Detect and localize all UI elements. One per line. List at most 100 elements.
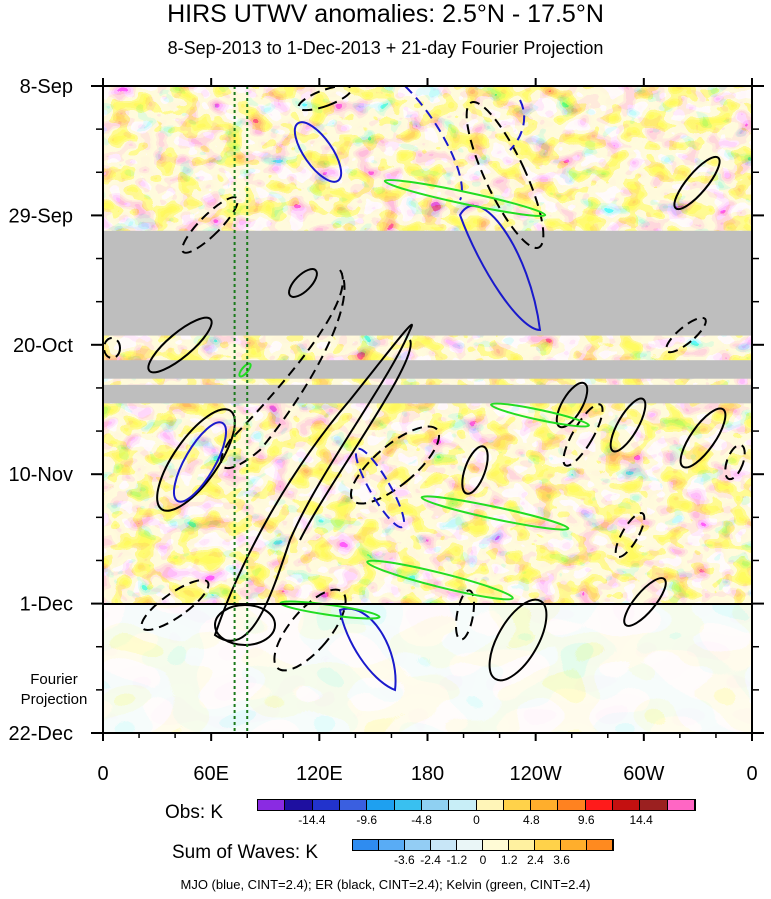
colorbar-swatch xyxy=(640,800,668,810)
colorbar-tick-label: -3.6 xyxy=(394,853,415,867)
colorbar-swatch xyxy=(312,800,340,810)
er-contour xyxy=(299,339,412,541)
er-dashed-contour xyxy=(220,269,346,469)
colorbar-swatch xyxy=(667,800,695,810)
colorbar-swatch xyxy=(421,800,450,810)
colorbar-swatch xyxy=(613,800,641,810)
colorbar-swatch xyxy=(531,800,559,810)
y-tick-label: 10-Nov xyxy=(9,464,73,486)
er-contour xyxy=(488,598,548,682)
mjo-dashed-contour xyxy=(354,447,406,529)
x-tick-label: 120E xyxy=(296,763,343,785)
colorbar-swatch xyxy=(379,840,405,850)
er-dashed-contour xyxy=(724,443,746,481)
y-tick-label: 8-Sep xyxy=(20,76,73,98)
er-dashed-contour xyxy=(297,86,353,112)
obs-anomaly-field xyxy=(103,86,752,604)
obs-colorbar xyxy=(257,799,696,811)
er-contour xyxy=(147,316,213,374)
colorbar-tick-label: -9.6 xyxy=(356,813,378,827)
waves-colorbar xyxy=(352,839,614,851)
er-contour xyxy=(156,408,236,512)
x-tick-label: 0 xyxy=(97,763,108,785)
x-tick-label: 0 xyxy=(746,763,757,785)
y-tick-label: 20-Oct xyxy=(13,335,73,357)
projection-anomaly-field xyxy=(103,604,752,733)
colorbar-swatch xyxy=(405,840,431,850)
colorbar-tick-label: -4.8 xyxy=(411,813,432,827)
colorbar-tick-label: 0 xyxy=(479,853,487,867)
projection-label-line2: Projection xyxy=(20,691,88,708)
er-dashed-contour xyxy=(562,403,604,467)
x-tick-label: 60W xyxy=(623,763,664,785)
er-contour xyxy=(213,323,413,642)
colorbar-tick-label: 3.6 xyxy=(553,853,570,867)
x-axis: 0 60E 120E 180 120W 60W 0 xyxy=(97,78,758,785)
mjo-contour xyxy=(173,421,227,503)
colorbar-tick-label: 0 xyxy=(473,813,480,827)
er-dashed-contour xyxy=(349,425,441,505)
er-contour xyxy=(461,445,489,495)
colorbar-swatch xyxy=(339,800,368,810)
mjo-contour xyxy=(338,607,397,692)
missing-data-band xyxy=(103,360,752,379)
colorbar-swatch xyxy=(483,840,509,850)
colorbar-tick-label: -1.2 xyxy=(446,853,468,867)
kelvin-contour xyxy=(366,559,514,601)
er-dashed-contour xyxy=(273,588,347,672)
er-dashed-contour xyxy=(103,337,121,359)
y-tick-label: 1-Dec xyxy=(20,594,73,616)
er-dashed-contour xyxy=(181,196,239,254)
er-contour xyxy=(609,397,647,453)
er-dashed-contour xyxy=(455,589,475,641)
er-contour xyxy=(555,381,589,429)
mjo-contour xyxy=(458,204,542,332)
x-tick-label: 120W xyxy=(510,763,562,785)
colorbar-swatch xyxy=(509,840,535,850)
missing-data-band xyxy=(103,384,752,404)
kelvin-contour xyxy=(420,495,570,531)
colorbar-swatch xyxy=(258,800,286,810)
chart-title: HIRS UTWV anomalies: 2.5°N - 17.5°N xyxy=(167,0,604,28)
colorbar-tick-label: 9.6 xyxy=(577,813,595,827)
projection-label: Fourier Projection xyxy=(8,670,100,710)
wave-contours xyxy=(103,86,746,692)
y-tick-label: 29-Sep xyxy=(9,205,74,227)
obs-colorbar-label: Obs: K xyxy=(165,802,224,823)
er-dashed-contour xyxy=(665,316,707,354)
er-dashed-contour xyxy=(140,579,210,631)
colorbar-swatch xyxy=(585,800,614,810)
kelvin-contour xyxy=(238,362,252,378)
er-contour xyxy=(679,407,727,469)
colorbar-tick-label: 1.2 xyxy=(500,853,518,867)
er-contour xyxy=(288,268,318,298)
mjo-dashed-contour xyxy=(404,86,526,201)
colorbar-tick-label: 2.4 xyxy=(527,853,544,867)
x-tick-label: 180 xyxy=(411,763,444,785)
mjo-contour xyxy=(293,121,343,183)
waves-colorbar-ticks: -3.6 -2.4 -1.2 0 1.2 2.4 3.6 xyxy=(352,853,614,869)
contour-legend: MJO (blue, CINT=2.4); ER (black, CINT=2.… xyxy=(180,877,591,892)
colorbar-tick-label: -2.4 xyxy=(420,853,441,867)
missing-data-band xyxy=(103,230,752,336)
obs-colorbar-ticks: -14.4 -9.6 -4.8 0 4.8 9.6 14.4 xyxy=(257,813,696,829)
colorbar-tick-label: 14.4 xyxy=(629,813,653,827)
colorbar-swatch xyxy=(503,800,532,810)
er-contour xyxy=(673,155,721,211)
colorbar-swatch xyxy=(449,800,477,810)
colorbar-swatch xyxy=(394,800,422,810)
waves-colorbar-label: Sum of Waves: K xyxy=(172,842,319,863)
colorbar-swatch xyxy=(558,800,586,810)
projection-label-line1: Fourier xyxy=(30,671,78,688)
colorbar-swatch xyxy=(535,840,561,850)
colorbar-swatch xyxy=(587,840,613,850)
colorbar-swatch xyxy=(353,840,379,850)
colorbar-tick-label: -14.4 xyxy=(298,813,326,827)
chart-subtitle: 8-Sep-2013 to 1-Dec-2013 + 21-day Fourie… xyxy=(167,38,604,58)
missing-data-bands xyxy=(103,230,752,404)
x-tick-label: 60E xyxy=(193,763,229,785)
er-contour xyxy=(623,577,667,627)
er-dashed-contour xyxy=(614,511,646,559)
y-tick-label: 22-Dec xyxy=(9,723,73,745)
